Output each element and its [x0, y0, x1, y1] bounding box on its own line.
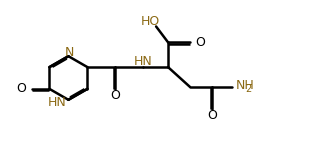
Text: NH: NH — [236, 79, 255, 92]
Text: O: O — [195, 36, 205, 49]
Text: O: O — [110, 89, 120, 102]
Text: HN: HN — [48, 96, 66, 109]
Text: 2: 2 — [245, 84, 251, 94]
Text: O: O — [17, 82, 26, 95]
Text: HO: HO — [140, 15, 160, 28]
Text: O: O — [207, 109, 217, 122]
Text: HN: HN — [134, 55, 153, 68]
Text: N: N — [65, 46, 74, 59]
